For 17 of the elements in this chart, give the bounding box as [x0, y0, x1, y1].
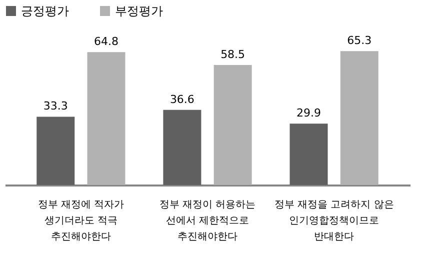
- data-label: 64.8: [94, 35, 118, 48]
- legend-label: 부정평가: [115, 4, 163, 18]
- legend-label: 긍정평가: [21, 4, 69, 18]
- bar: [214, 65, 252, 185]
- x-tick-label: 정부 재정에 적자가 생기더라도 적극 추진해야한다: [38, 200, 124, 242]
- bar: [340, 51, 378, 185]
- x-tick-label: 정부 재정을 고려하지 않은 인기영합정책이므로 반대한다: [274, 200, 394, 242]
- data-label: 36.6: [170, 92, 194, 106]
- bar: [87, 52, 126, 185]
- data-label: 58.5: [220, 48, 246, 62]
- x-tick-label: 정부 재정이 허용하는 선에서 제한적으로 추진해야한다: [159, 200, 256, 242]
- data-label: 33.3: [43, 100, 68, 113]
- bar: [163, 110, 202, 185]
- bar: [290, 124, 328, 185]
- bar: [36, 116, 75, 185]
- data-label: 29.9: [296, 106, 321, 120]
- data-label: 65.3: [347, 34, 372, 48]
